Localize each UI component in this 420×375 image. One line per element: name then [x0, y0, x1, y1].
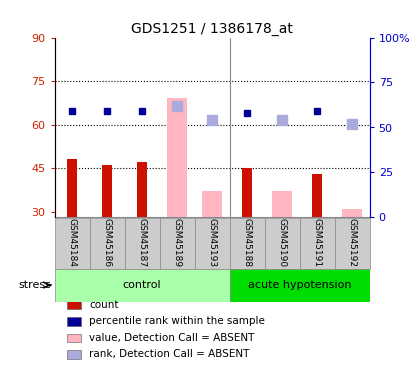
Text: GSM45191: GSM45191	[312, 218, 322, 267]
Bar	[67, 333, 81, 342]
Bar	[137, 162, 147, 218]
Bar	[89, 217, 125, 268]
Bar	[194, 217, 230, 268]
Text: GSM45186: GSM45186	[102, 218, 112, 267]
Bar	[55, 268, 230, 302]
Bar	[160, 217, 194, 268]
Text: acute hypotension: acute hypotension	[248, 280, 352, 290]
Bar	[230, 268, 370, 302]
Text: GSM45189: GSM45189	[173, 218, 181, 267]
Bar	[67, 300, 81, 309]
Text: GSM45193: GSM45193	[207, 218, 217, 267]
Bar	[299, 217, 335, 268]
Bar	[125, 217, 160, 268]
Bar	[202, 191, 222, 217]
Text: count: count	[89, 300, 119, 310]
Text: percentile rank within the sample: percentile rank within the sample	[89, 316, 265, 326]
Text: GSM45190: GSM45190	[278, 218, 286, 267]
Bar	[230, 217, 265, 268]
Bar	[168, 99, 187, 218]
Bar	[312, 174, 323, 217]
Text: GSM45184: GSM45184	[68, 219, 76, 267]
Text: value, Detection Call = ABSENT: value, Detection Call = ABSENT	[89, 333, 255, 343]
Text: GSM45192: GSM45192	[348, 219, 357, 267]
Text: stress: stress	[18, 280, 51, 290]
Bar	[102, 165, 113, 218]
Bar	[55, 217, 89, 268]
Text: GSM45187: GSM45187	[138, 218, 147, 267]
Text: GSM45188: GSM45188	[243, 218, 252, 267]
Bar	[335, 217, 370, 268]
Bar	[67, 350, 81, 358]
Title: GDS1251 / 1386178_at: GDS1251 / 1386178_at	[131, 22, 293, 36]
Text: control: control	[123, 280, 161, 290]
Bar	[67, 159, 77, 218]
Bar	[273, 191, 292, 217]
Bar	[342, 209, 362, 218]
Bar	[67, 317, 81, 326]
Bar	[265, 217, 299, 268]
Bar	[242, 168, 252, 217]
Text: rank, Detection Call = ABSENT: rank, Detection Call = ABSENT	[89, 349, 249, 359]
